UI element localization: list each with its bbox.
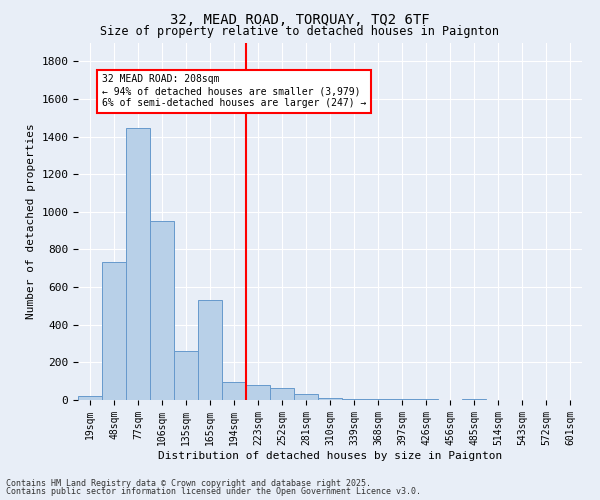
Bar: [222, 382, 246, 400]
Bar: [198, 300, 222, 400]
Bar: [126, 128, 150, 400]
Bar: [102, 262, 126, 400]
Bar: [174, 351, 198, 400]
X-axis label: Distribution of detached houses by size in Paignton: Distribution of detached houses by size …: [158, 450, 502, 460]
Bar: [150, 221, 174, 400]
Text: 32, MEAD ROAD, TORQUAY, TQ2 6TF: 32, MEAD ROAD, TORQUAY, TQ2 6TF: [170, 12, 430, 26]
Text: Contains HM Land Registry data © Crown copyright and database right 2025.: Contains HM Land Registry data © Crown c…: [6, 478, 371, 488]
Text: Size of property relative to detached houses in Paignton: Size of property relative to detached ho…: [101, 25, 499, 38]
Text: Contains public sector information licensed under the Open Government Licence v3: Contains public sector information licen…: [6, 487, 421, 496]
Bar: [294, 394, 318, 400]
Bar: [270, 388, 294, 400]
Bar: [246, 385, 270, 400]
Bar: [342, 399, 366, 400]
Y-axis label: Number of detached properties: Number of detached properties: [26, 124, 36, 319]
Text: 32 MEAD ROAD: 208sqm
← 94% of detached houses are smaller (3,979)
6% of semi-det: 32 MEAD ROAD: 208sqm ← 94% of detached h…: [102, 74, 367, 108]
Bar: [78, 396, 102, 400]
Bar: [318, 398, 342, 400]
